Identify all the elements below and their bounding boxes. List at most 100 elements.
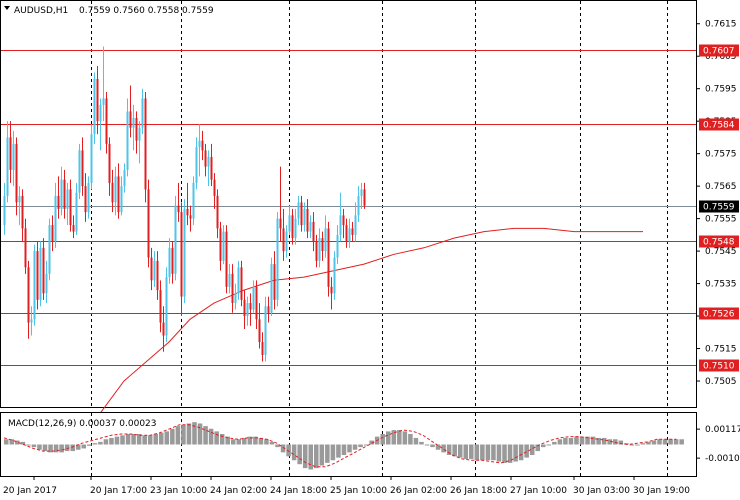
macd-histogram-bar xyxy=(236,439,242,445)
candle-body xyxy=(360,189,363,196)
macd-histogram-bar xyxy=(391,430,397,445)
macd-histogram-bar xyxy=(208,428,214,445)
macd-histogram-bar xyxy=(164,431,170,445)
candle-body xyxy=(135,117,138,141)
candle-body xyxy=(342,215,345,226)
candle-body xyxy=(165,277,168,336)
candle-body xyxy=(222,231,225,261)
candle-body xyxy=(33,251,36,320)
macd-histogram-bar xyxy=(98,441,103,445)
candle-body xyxy=(243,299,246,317)
macd-histogram-bar xyxy=(269,441,275,445)
macd-histogram-bar xyxy=(125,434,131,445)
macd-histogram-bar xyxy=(147,435,153,445)
price-level-label: 0.7526 xyxy=(703,310,735,320)
macd-signal-line xyxy=(3,424,677,468)
candle-body xyxy=(333,257,336,294)
candle-body xyxy=(321,238,324,252)
macd-histogram-bar xyxy=(629,444,635,446)
candle-body xyxy=(348,228,351,242)
macd-histogram-bar xyxy=(242,437,247,445)
candles-layer xyxy=(3,46,366,362)
price-tick-label: 0.7545 xyxy=(705,247,737,257)
main-chart-panel[interactable] xyxy=(0,0,697,430)
macd-histogram-bar xyxy=(635,444,640,446)
macd-histogram-bar xyxy=(70,444,75,452)
time-tick-label: 30 Jan 19:00 xyxy=(633,486,690,496)
price-tick-label: 0.7595 xyxy=(705,85,737,95)
candle-body xyxy=(78,150,81,193)
macd-histogram-bar xyxy=(136,434,142,445)
macd-histogram-bar xyxy=(546,444,552,446)
macd-histogram-bar xyxy=(192,422,197,445)
macd-histogram-bar xyxy=(197,423,203,445)
price-level-tag xyxy=(699,44,739,57)
macd-histogram-bar xyxy=(568,437,574,445)
macd-histogram-bar xyxy=(385,431,391,445)
moving-average-line xyxy=(87,227,643,430)
candle-body xyxy=(231,273,234,304)
macd-histogram-bar xyxy=(153,434,159,445)
macd-histogram-bar xyxy=(103,439,109,445)
macd-histogram-bar xyxy=(26,444,31,446)
macd-histogram-bar xyxy=(175,426,181,445)
macd-histogram-bar xyxy=(15,440,20,445)
macd-histogram-bar xyxy=(142,435,147,445)
candle-body xyxy=(315,241,318,261)
macd-histogram-bar xyxy=(596,437,601,445)
candle-body xyxy=(57,195,60,209)
candle-body xyxy=(192,182,195,219)
candle-body xyxy=(12,143,15,170)
macd-histogram-bar xyxy=(325,444,330,463)
macd-histogram-bar xyxy=(253,436,258,445)
candle-body xyxy=(279,218,282,229)
time-tick-label: 24 Jan 18:00 xyxy=(270,486,327,496)
triangle-down-icon[interactable] xyxy=(4,6,10,10)
candle-body xyxy=(201,140,204,151)
candle-body xyxy=(285,231,288,252)
candle-body xyxy=(264,306,267,356)
macd-histogram-bar xyxy=(358,444,363,448)
macd-histogram-bar xyxy=(496,444,502,462)
candle-body xyxy=(66,189,69,209)
time-tick-label: 26 Jan 02:00 xyxy=(390,486,447,496)
macd-histogram-bar xyxy=(275,444,280,448)
candle-body xyxy=(3,195,6,226)
price-tick-label: 0.7535 xyxy=(705,280,737,290)
candle-body xyxy=(339,215,342,235)
macd-histogram-bar xyxy=(247,436,253,445)
macd-histogram-bar xyxy=(441,444,446,453)
macd-histogram-bar xyxy=(552,441,557,445)
macd-histogram-layer xyxy=(4,422,684,470)
macd-histogram-bar xyxy=(314,444,319,469)
candle-body xyxy=(177,205,180,213)
macd-histogram-bar xyxy=(446,444,452,455)
price-level-tag xyxy=(699,359,739,372)
macd-histogram-bar xyxy=(612,439,618,445)
candle-body xyxy=(195,147,198,183)
macd-histogram-bar xyxy=(92,443,98,445)
candle-body xyxy=(36,251,39,300)
macd-histogram-bar xyxy=(469,444,474,459)
candle-body xyxy=(132,117,135,128)
macd-histogram-bar xyxy=(485,444,491,461)
macd-panel[interactable] xyxy=(0,412,697,477)
candle-body xyxy=(300,202,303,226)
macd-histogram-bar xyxy=(159,432,164,445)
macd-histogram-bar xyxy=(181,424,186,445)
macd-histogram-bar xyxy=(225,436,230,445)
candle-body xyxy=(291,215,294,239)
candle-body xyxy=(249,303,252,310)
candle-body xyxy=(144,98,147,190)
macd-histogram-bar xyxy=(640,443,646,445)
macd-histogram-bar xyxy=(9,439,15,445)
macd-histogram-bar xyxy=(563,437,568,445)
candle-body xyxy=(198,140,201,148)
macd-histogram-bar xyxy=(585,436,590,445)
candle-body xyxy=(6,137,9,196)
candle-body xyxy=(75,192,78,232)
candle-body xyxy=(123,169,126,187)
candle-body xyxy=(108,143,111,183)
candle-body xyxy=(126,111,129,170)
